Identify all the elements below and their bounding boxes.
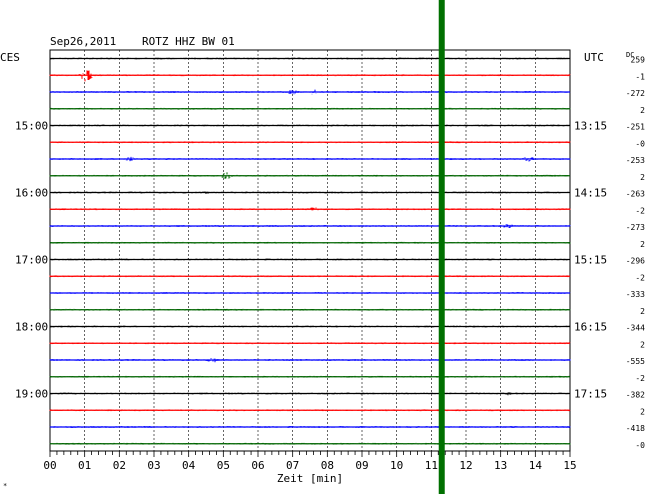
right-time-labels: 13:15 14:15 15:15 16:15 17:15 <box>574 120 607 401</box>
right-time-label: 17:15 <box>574 388 607 401</box>
dc-offset-label: -272 <box>626 89 645 98</box>
chart-station: ROTZ HHZ BW 01 <box>142 35 235 48</box>
x-tick-label: 10 <box>390 459 403 472</box>
dc-offset-label: -418 <box>626 424 645 433</box>
x-tick-label: 01 <box>78 459 91 472</box>
x-tick-label: 11 <box>425 459 438 472</box>
x-tick-label: 09 <box>355 459 368 472</box>
dc-offset-label: -0 <box>635 139 645 148</box>
dc-offset-label: 2 <box>640 240 645 249</box>
right-time-label: 16:15 <box>574 321 607 334</box>
left-time-label: 16:00 <box>15 187 48 200</box>
x-axis-label: Zeit [min] <box>277 472 343 485</box>
dc-offset-label: -0 <box>635 441 645 450</box>
dc-offset-label: -296 <box>626 257 645 266</box>
right-time-label: 13:15 <box>574 120 607 133</box>
trace-1 <box>49 70 571 82</box>
marker-layer <box>438 0 445 494</box>
dc-offset-labels: 259 -1 -272 2 -251 -0 -253 2 -263 -2 -273 2 -296 -2 -3… <box>626 56 645 450</box>
x-tick-label: 07 <box>286 459 299 472</box>
x-tick-label: 03 <box>147 459 160 472</box>
corner-mark: * <box>3 482 7 490</box>
x-tick-label: 06 <box>251 459 264 472</box>
dc-offset-label: -273 <box>626 223 645 232</box>
left-time-label: 19:00 <box>15 388 48 401</box>
chart-date: Sep26,2011 <box>50 35 116 48</box>
x-tick-label: 02 <box>113 459 126 472</box>
dc-offset-label: -2 <box>635 374 645 383</box>
dc-offset-label: -555 <box>626 357 645 366</box>
dc-offset-label: -2 <box>635 273 645 282</box>
x-axis-ticks: 00 01 02 03 04 05 06 07 08 09 10 11 12 13 14 15 <box>43 451 577 472</box>
right-time-label: 14:15 <box>574 187 607 200</box>
x-tick-label: 05 <box>217 459 230 472</box>
dc-offset-label: 2 <box>640 173 645 182</box>
x-tick-label: 08 <box>321 459 334 472</box>
dc-offset-label: -1 <box>635 72 645 81</box>
traces-layer <box>49 57 571 445</box>
left-time-label: 17:00 <box>15 254 48 267</box>
x-tick-label: 00 <box>43 459 56 472</box>
left-time-label: 18:00 <box>15 321 48 334</box>
x-tick-label: 12 <box>459 459 472 472</box>
left-zone-label: CES <box>0 51 20 64</box>
right-zone-label: UTC <box>584 51 604 64</box>
plot-frame <box>49 49 571 452</box>
right-time-label: 15:15 <box>574 254 607 267</box>
dc-label: DC <box>626 51 634 59</box>
dc-offset-label: 2 <box>640 340 645 349</box>
dc-offset-label: 2 <box>640 307 645 316</box>
left-time-labels: 15:00 16:00 17:00 18:00 19:00 <box>15 120 48 401</box>
dc-offset-label: -263 <box>626 190 645 199</box>
dc-offset-label: 2 <box>640 106 645 115</box>
dc-offset-label: -2 <box>635 206 645 215</box>
x-tick-label: 15 <box>563 459 576 472</box>
dc-offset-label: 259 <box>631 56 646 65</box>
x-tick-label: 13 <box>494 459 507 472</box>
left-time-label: 15:00 <box>15 120 48 133</box>
dc-offset-label: -333 <box>626 290 645 299</box>
dc-offset-label: -253 <box>626 156 645 165</box>
event-marker-bar <box>438 0 445 494</box>
dc-offset-label: -344 <box>626 324 645 333</box>
dc-offset-label: -251 <box>626 123 645 132</box>
grid-layer <box>49 49 571 452</box>
dc-offset-label: -382 <box>626 391 645 400</box>
x-tick-label: 14 <box>529 459 543 472</box>
dc-offset-label: 2 <box>640 407 645 416</box>
x-tick-label: 04 <box>182 459 196 472</box>
